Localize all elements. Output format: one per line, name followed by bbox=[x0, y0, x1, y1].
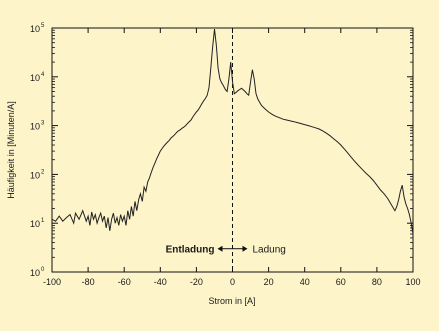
y-tick-label: 10 bbox=[30, 219, 40, 229]
x-axis-label: Strom in [A] bbox=[208, 296, 255, 306]
x-tick-label: -20 bbox=[190, 277, 203, 287]
y-tick-label: 10 bbox=[30, 73, 40, 83]
y-tick-label: 10 bbox=[30, 122, 40, 132]
y-tick-exponent: 3 bbox=[41, 121, 45, 127]
y-tick-exponent: 5 bbox=[41, 23, 45, 29]
x-tick-label: 0 bbox=[230, 277, 235, 287]
x-tick-label: 80 bbox=[372, 277, 382, 287]
y-tick-exponent: 2 bbox=[41, 169, 45, 175]
x-tick-label: 100 bbox=[405, 277, 420, 287]
x-tick-label: -40 bbox=[154, 277, 167, 287]
y-tick-label: 10 bbox=[30, 170, 40, 180]
x-tick-label: -80 bbox=[82, 277, 95, 287]
y-axis-label: Häufigkeit in [Minuten/A] bbox=[6, 101, 16, 199]
annotation-discharge: Entladung bbox=[166, 245, 215, 256]
x-tick-label: 60 bbox=[336, 277, 346, 287]
annotation-charge: Ladung bbox=[253, 245, 286, 256]
y-tick-exponent: 4 bbox=[41, 72, 45, 78]
y-tick-exponent: 1 bbox=[41, 218, 45, 224]
y-tick-exponent: 0 bbox=[41, 267, 45, 273]
x-tick-label: 40 bbox=[300, 277, 310, 287]
y-tick-label: 10 bbox=[30, 24, 40, 34]
x-tick-label: 20 bbox=[264, 277, 274, 287]
x-tick-label: -100 bbox=[43, 277, 61, 287]
x-tick-label: -60 bbox=[118, 277, 131, 287]
y-tick-label: 10 bbox=[30, 268, 40, 278]
